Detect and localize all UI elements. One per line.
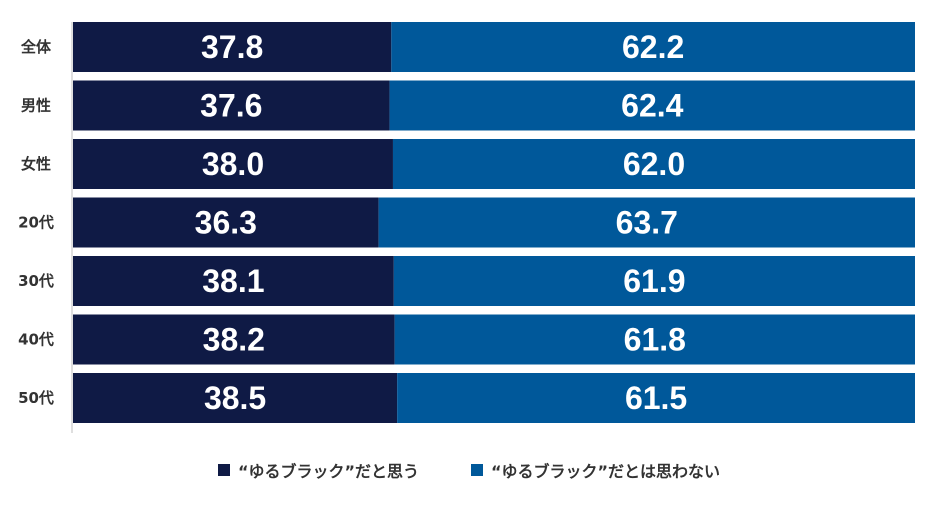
category-label: 女性 <box>21 155 51 173</box>
data-label: 61.8 <box>624 322 686 358</box>
bar-segment-disagree <box>394 314 915 365</box>
bar-segment-disagree <box>392 139 916 189</box>
data-label: 37.6 <box>200 88 262 124</box>
bar-segment-agree <box>73 373 398 423</box>
legend-label-disagree: “ゆるブラック”だとは思わない <box>491 462 721 481</box>
data-label: 38.1 <box>202 263 264 299</box>
bar-segment-disagree <box>391 22 915 72</box>
data-label: 37.8 <box>201 29 263 65</box>
legend: “ゆるブラック”だと思う “ゆるブラック”だとは思わない <box>0 458 938 482</box>
category-label: 20代 <box>18 214 54 232</box>
bar-segment-disagree <box>393 256 915 306</box>
category-label: 50代 <box>18 389 54 407</box>
bar-segment-agree <box>73 139 393 189</box>
category-label: 男性 <box>21 97 51 115</box>
legend-item-disagree: “ゆるブラック”だとは思わない <box>471 458 720 482</box>
legend-item-agree: “ゆるブラック”だと思う <box>217 458 419 482</box>
bar-segment-disagree <box>389 80 915 131</box>
bar-segment-agree <box>73 256 394 306</box>
bar-segment-disagree <box>397 373 915 423</box>
bar-segment-agree <box>73 22 392 72</box>
data-label: 62.0 <box>623 146 685 182</box>
data-label: 38.5 <box>204 380 266 416</box>
data-label: 36.3 <box>195 205 257 241</box>
bar-segment-agree <box>73 314 395 365</box>
category-label: 30代 <box>18 272 54 290</box>
legend-label-agree: “ゆるブラック”だと思う <box>237 462 419 481</box>
legend-swatch-agree <box>217 464 230 476</box>
bar-segment-agree <box>73 80 390 131</box>
data-label: 38.2 <box>203 322 265 358</box>
category-label: 全体 <box>20 38 52 56</box>
legend-swatch-disagree <box>471 464 483 476</box>
data-label: 62.2 <box>622 29 684 65</box>
category-label: 40代 <box>18 331 54 349</box>
data-label: 61.9 <box>623 263 685 299</box>
bar-segment-agree <box>73 197 379 248</box>
data-label: 63.7 <box>616 205 678 241</box>
data-label: 38.0 <box>202 146 264 182</box>
bar-segment-disagree <box>378 197 915 248</box>
data-label: 61.5 <box>625 380 687 416</box>
data-label: 62.4 <box>621 88 683 124</box>
